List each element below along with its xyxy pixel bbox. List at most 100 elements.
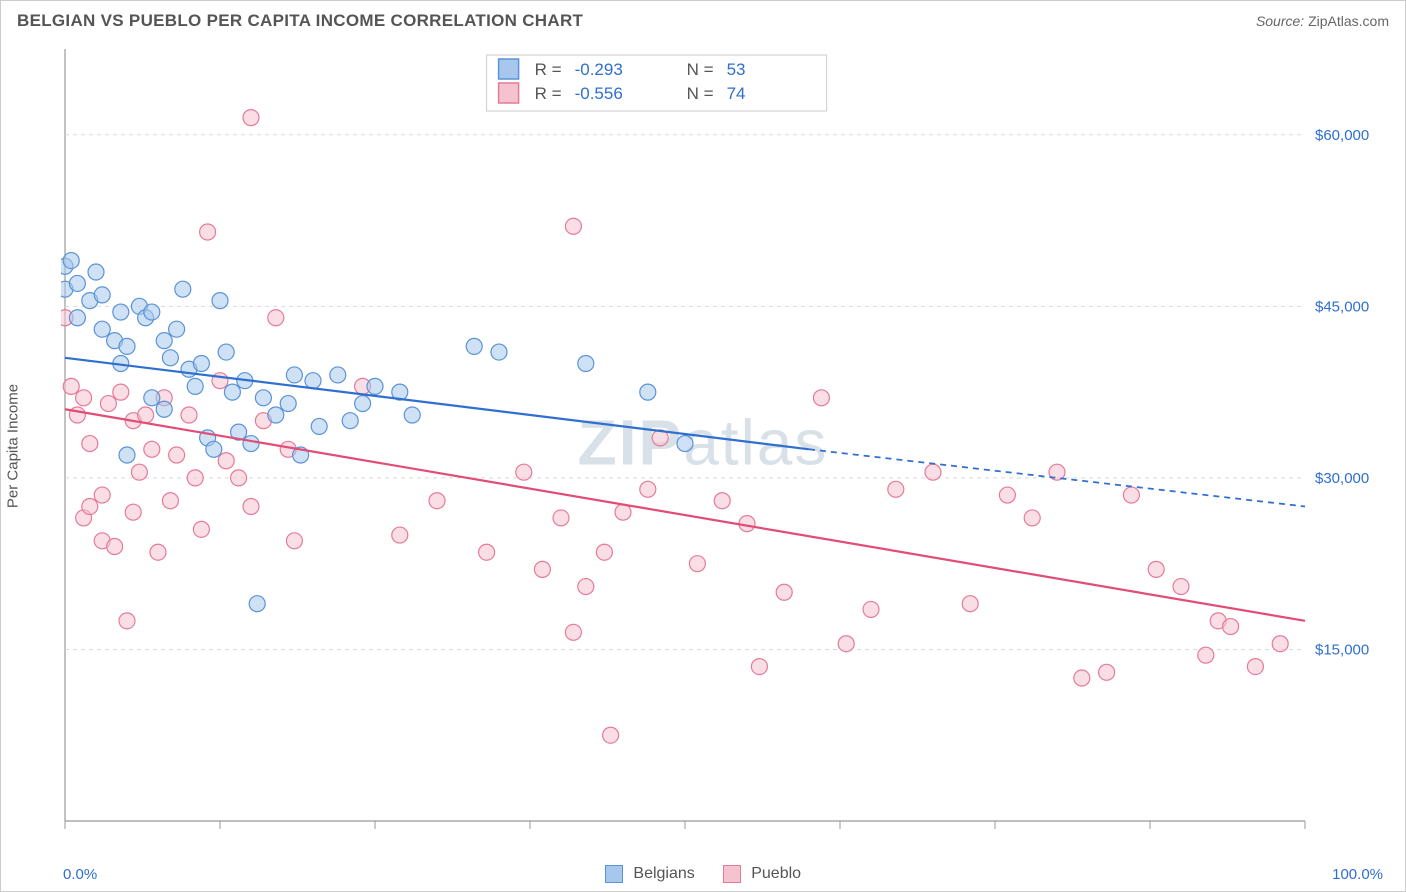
data-point [268, 310, 284, 326]
data-point [138, 407, 154, 423]
data-point [187, 378, 203, 394]
legend-item-pueblo: Pueblo [723, 865, 801, 883]
data-point [615, 504, 631, 520]
data-point [392, 527, 408, 543]
legend-text: 74 [727, 84, 746, 103]
data-point [838, 636, 854, 652]
data-point [206, 441, 222, 457]
data-point [113, 304, 129, 320]
data-point [466, 338, 482, 354]
source-attribution: Source: ZipAtlas.com [1256, 13, 1389, 29]
data-point [280, 396, 296, 412]
data-point [193, 356, 209, 372]
data-point [156, 333, 172, 349]
data-point [689, 556, 705, 572]
data-point [534, 561, 550, 577]
source-label: Source: [1256, 13, 1304, 29]
data-point [88, 264, 104, 280]
data-point [82, 498, 98, 514]
data-point [144, 304, 160, 320]
data-point [603, 727, 619, 743]
data-point [1123, 487, 1139, 503]
regression-line [65, 358, 809, 449]
data-point [249, 596, 265, 612]
data-point [863, 601, 879, 617]
data-point [925, 464, 941, 480]
legend-label-belgians: Belgians [633, 865, 694, 882]
data-point [144, 441, 160, 457]
data-point [119, 338, 135, 354]
data-point [243, 436, 259, 452]
y-axis-label: Per Capita Income [5, 384, 22, 508]
data-point [640, 384, 656, 400]
legend-swatch-belgians [605, 865, 623, 883]
data-point [1247, 659, 1263, 675]
data-point [181, 407, 197, 423]
data-point [76, 390, 92, 406]
chart-container: BELGIAN VS PUEBLO PER CAPITA INCOME CORR… [0, 0, 1406, 892]
data-point [565, 624, 581, 640]
data-point [516, 464, 532, 480]
data-point [125, 504, 141, 520]
data-point [355, 396, 371, 412]
data-point [311, 418, 327, 434]
legend-text: -0.293 [575, 60, 623, 79]
data-point [200, 224, 216, 240]
data-point [63, 253, 79, 269]
y-tick-label: $60,000 [1315, 127, 1369, 144]
data-point [94, 287, 110, 303]
legend-text: N = [687, 60, 714, 79]
data-point [175, 281, 191, 297]
data-point [144, 390, 160, 406]
data-point [94, 487, 110, 503]
data-point [491, 344, 507, 360]
data-point [187, 470, 203, 486]
data-point [1148, 561, 1164, 577]
data-point [243, 110, 259, 126]
legend-text: N = [687, 84, 714, 103]
y-tick-label: $45,000 [1315, 298, 1369, 315]
legend-swatch-pueblo [723, 865, 741, 883]
data-point [999, 487, 1015, 503]
y-tick-label: $30,000 [1315, 470, 1369, 487]
data-point [169, 447, 185, 463]
data-point [1099, 664, 1115, 680]
data-point [751, 659, 767, 675]
legend-item-belgians: Belgians [605, 865, 695, 883]
data-point [1198, 647, 1214, 663]
data-point [212, 293, 228, 309]
data-point [119, 447, 135, 463]
data-point [330, 367, 346, 383]
chart-title: BELGIAN VS PUEBLO PER CAPITA INCOME CORR… [17, 11, 583, 31]
data-point [82, 436, 98, 452]
data-point [1173, 579, 1189, 595]
data-point [342, 413, 358, 429]
data-point [150, 544, 166, 560]
data-point [100, 396, 116, 412]
data-point [193, 521, 209, 537]
data-point [888, 481, 904, 497]
header: BELGIAN VS PUEBLO PER CAPITA INCOME CORR… [1, 1, 1405, 37]
data-point [677, 436, 693, 452]
legend-text: 53 [727, 60, 746, 79]
data-point [169, 321, 185, 337]
data-point [813, 390, 829, 406]
legend-swatch [499, 59, 519, 79]
data-point [714, 493, 730, 509]
data-point [1223, 619, 1239, 635]
scatter-plot: $15,000 $30,000 $45,000 $60,000 R = -0.293 N =… [61, 45, 1391, 849]
data-point [113, 384, 129, 400]
data-point [94, 321, 110, 337]
data-point [578, 356, 594, 372]
data-point [286, 367, 302, 383]
data-point [596, 544, 612, 560]
legend-text: R = [535, 60, 562, 79]
data-point [231, 470, 247, 486]
legend-text: R = [535, 84, 562, 103]
data-point [429, 493, 445, 509]
data-point [367, 378, 383, 394]
data-point [776, 584, 792, 600]
y-tick-label: $15,000 [1315, 641, 1369, 658]
data-point [479, 544, 495, 560]
data-point [119, 613, 135, 629]
